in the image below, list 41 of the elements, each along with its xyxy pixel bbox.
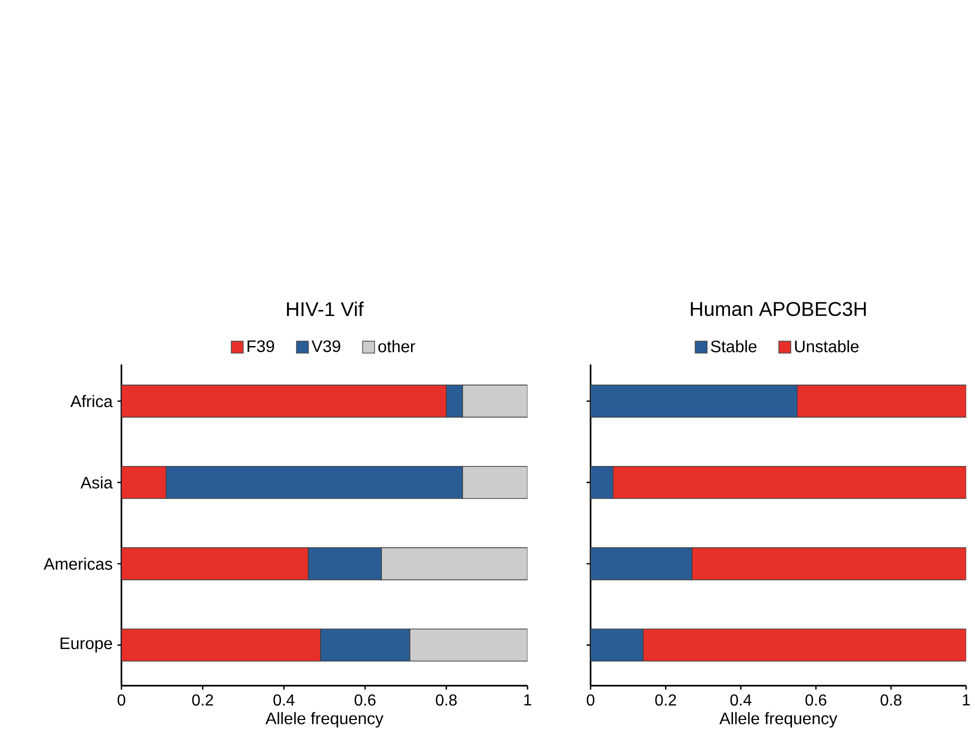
bar — [121, 466, 167, 499]
x-tick-label: 0.2 — [655, 694, 676, 706]
bar — [590, 547, 692, 580]
bar — [590, 466, 614, 499]
y-tick-label: Europe — [60, 638, 112, 652]
y-tick-label: Africa — [70, 395, 113, 408]
x-tick-label: 0.6 — [354, 694, 376, 706]
x-tick-label: 0.4 — [273, 694, 294, 706]
bar — [590, 384, 798, 418]
x-tick-label: 0.4 — [730, 694, 752, 706]
legend-label: Unstable — [795, 340, 859, 352]
bar — [796, 384, 966, 418]
bar — [121, 547, 309, 580]
bar — [121, 628, 321, 662]
bar — [380, 547, 528, 580]
x-tick-label: 0.2 — [192, 694, 213, 706]
x-tick-label: 0.8 — [436, 694, 457, 706]
chart-title: HIV-1 Vif — [287, 302, 364, 316]
bar — [462, 384, 528, 418]
bar — [590, 628, 644, 662]
y-tick-label: Americas — [44, 558, 112, 570]
x-axis-title: Allele frequency — [719, 712, 838, 728]
x-tick-label: 1 — [524, 694, 532, 706]
y-tick-label: Asia — [80, 476, 113, 489]
bar — [612, 466, 966, 499]
legend-label: Stable — [710, 340, 756, 352]
chart-title: Human APOBEC3H — [690, 302, 866, 316]
bar — [462, 466, 528, 499]
bar — [692, 547, 966, 580]
bar — [642, 628, 966, 662]
x-tick-label: 0 — [586, 694, 594, 706]
x-tick-label: 0.8 — [880, 694, 902, 706]
x-tick-label: 1 — [962, 694, 970, 706]
x-axis-title: Allele frequency — [266, 712, 384, 728]
x-tick-label: 0 — [118, 694, 126, 706]
legend-label: F39 — [248, 340, 274, 352]
legend-label: other — [378, 340, 416, 352]
x-tick-label: 0.6 — [805, 694, 826, 706]
bar — [121, 384, 447, 418]
legend-label: V39 — [312, 340, 340, 352]
bar — [409, 628, 528, 662]
